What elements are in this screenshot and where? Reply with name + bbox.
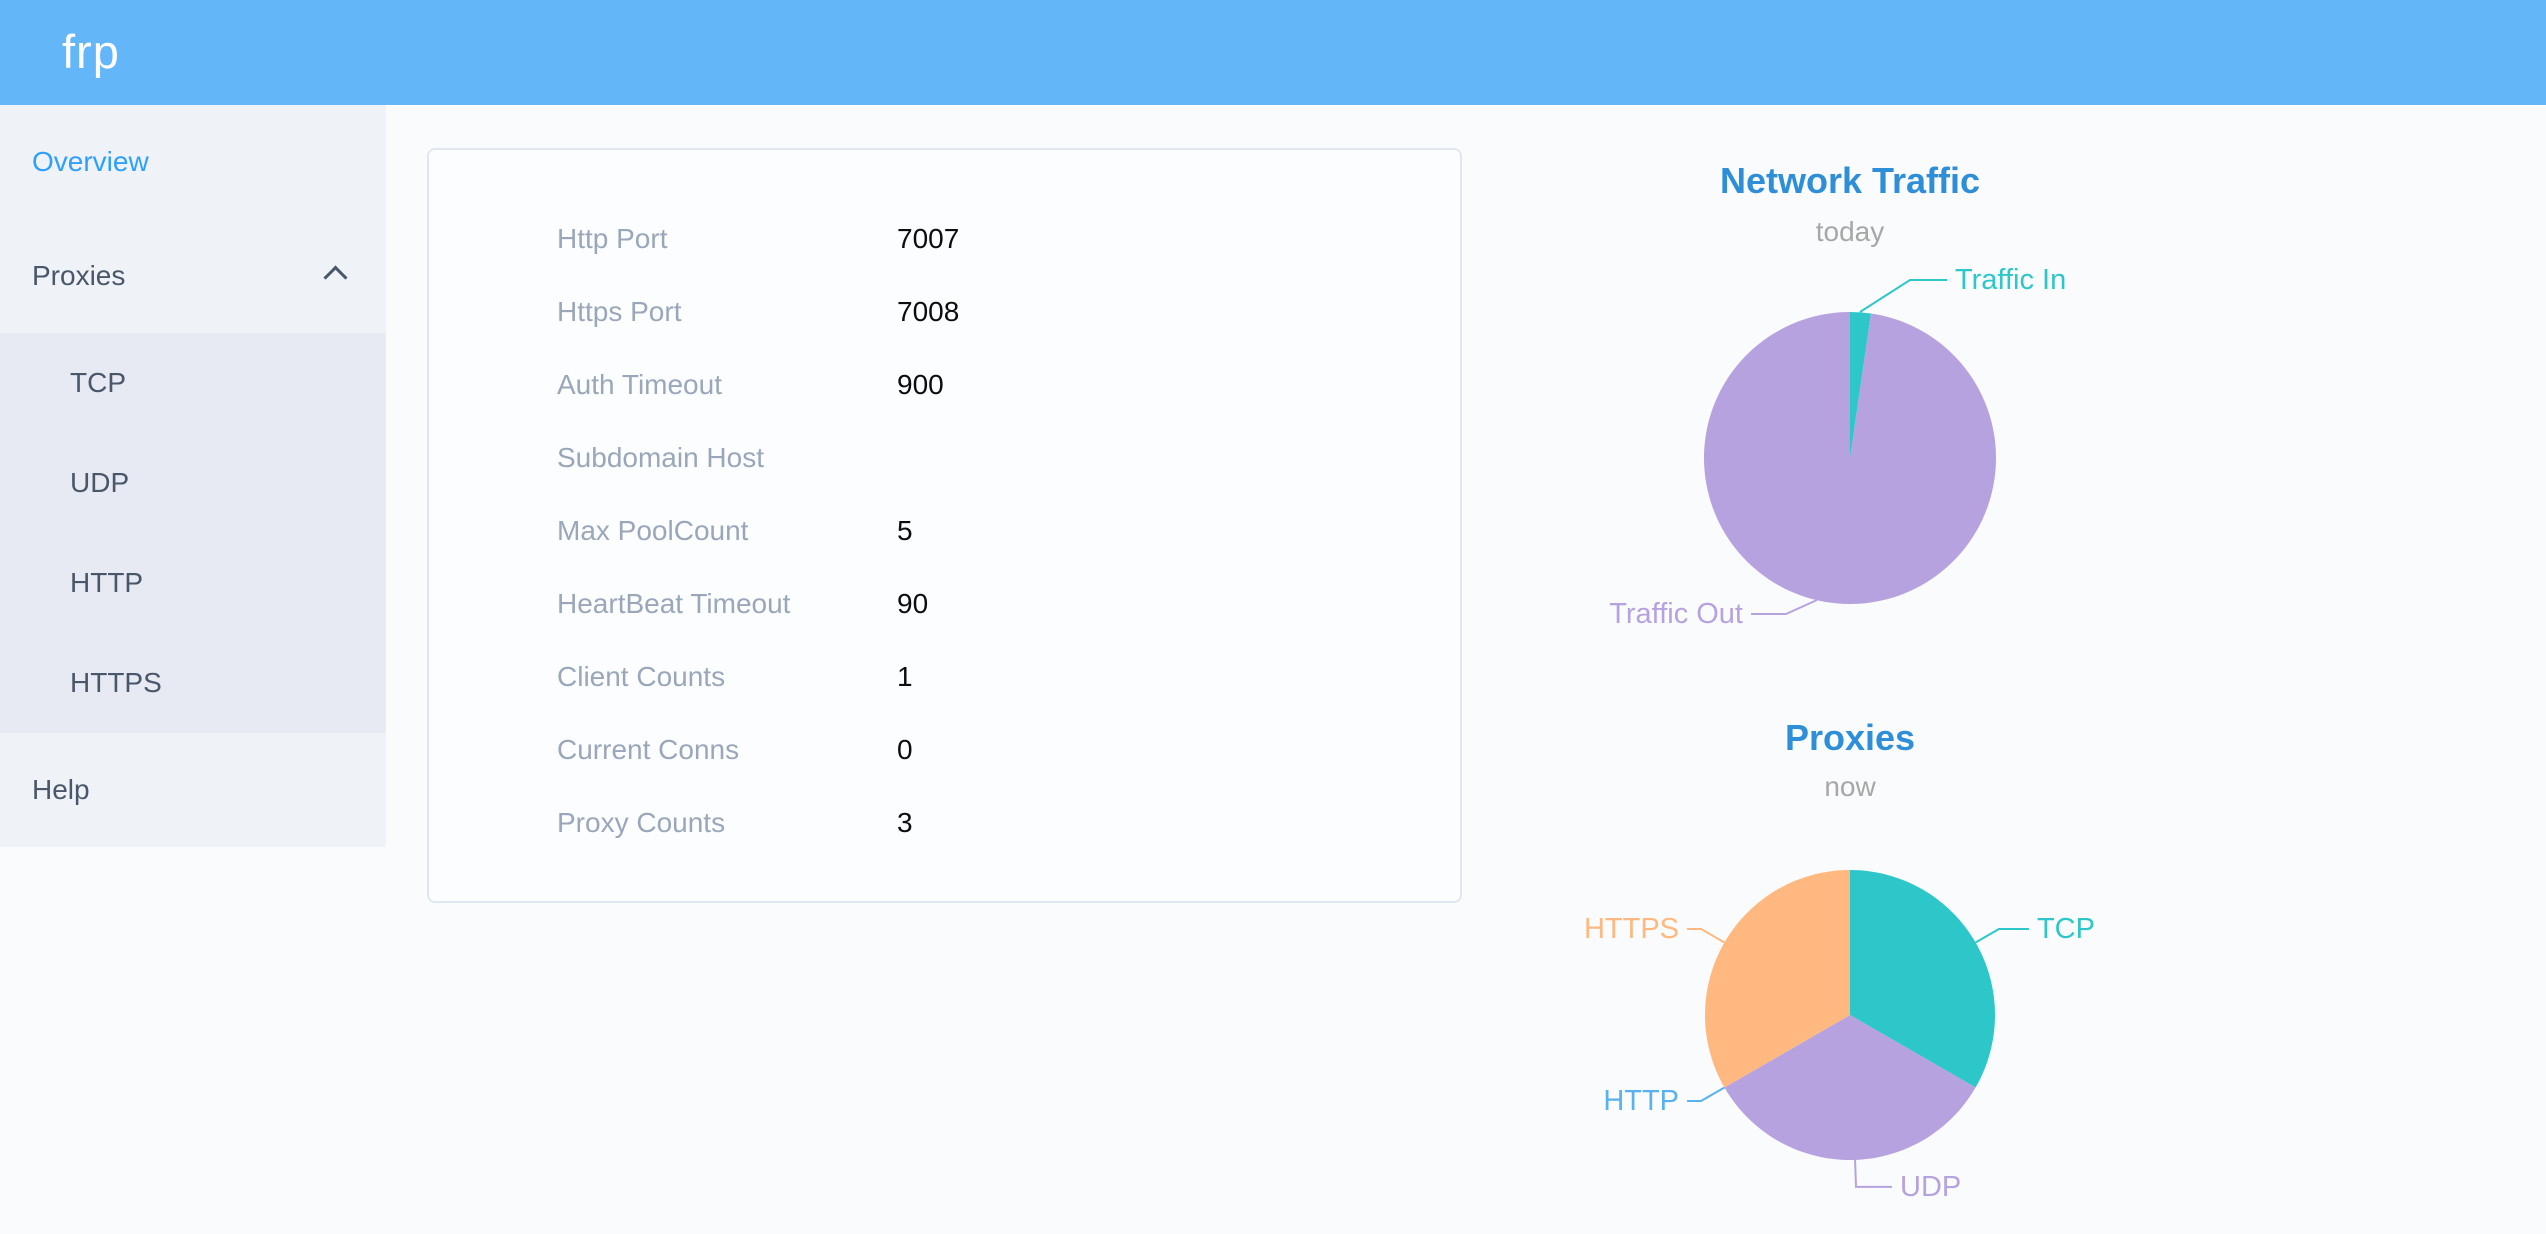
pie-charts-canvas: Traffic In Traffic Out TCP UDP HTTP HTTPS [1584, 264, 2095, 1203]
table-row: Max PoolCount 5 [429, 494, 1460, 567]
proxies-submenu: TCP UDP HTTP HTTPS [0, 333, 386, 733]
pie-label-line-http [1687, 1086, 1725, 1102]
sidebar-item-proxies[interactable]: Proxies [0, 219, 386, 333]
row-label: Subdomain Host [557, 441, 765, 473]
table-row: Current Conns 0 [429, 713, 1460, 786]
app-logo: frp [62, 25, 120, 78]
sidebar-item-tcp-label: TCP [70, 367, 126, 398]
row-value: 900 [897, 368, 944, 400]
sidebar-item-http-label: HTTP [70, 567, 144, 598]
pie-slice-traffic-in[interactable] [1850, 312, 1872, 458]
pie-label-traffic-out: Traffic Out [1609, 598, 1743, 630]
row-value: 1 [897, 660, 913, 692]
row-label: Proxy Counts [557, 806, 726, 838]
pie-label-https: HTTPS [1584, 913, 1679, 945]
pie-label-line-traffic-in [1859, 279, 1947, 313]
pie-label-line-udp [1854, 1159, 1893, 1188]
row-label: Http Port [557, 222, 668, 254]
sidebar-item-https[interactable]: HTTPS [0, 633, 386, 733]
server-info-table: Http Port 7007 Https Port 7008 Auth Time… [429, 202, 1460, 859]
row-label: Client Counts [557, 660, 726, 692]
network-traffic-subtitle: today [1815, 216, 1885, 247]
pie-label-line-tcp [1975, 928, 2029, 944]
sidebar-item-udp-label: UDP [70, 467, 130, 498]
sidebar-item-https-label: HTTPS [70, 667, 162, 698]
row-value: 7007 [897, 222, 960, 254]
sidebar-item-http[interactable]: HTTP [0, 533, 386, 633]
row-label: Current Conns [557, 733, 740, 765]
pie-label-line-https [1687, 928, 1725, 944]
proxies-chart-subtitle: now [1824, 771, 1876, 802]
sidebar-item-tcp[interactable]: TCP [0, 333, 386, 433]
sidebar: Overview Proxies TCP UDP HTTP HTTPS Help [0, 105, 386, 847]
row-value: 5 [897, 514, 913, 546]
row-value: 3 [897, 806, 913, 838]
header-bar: frp [0, 0, 2546, 105]
row-value: 90 [897, 587, 929, 619]
sidebar-item-help-label: Help [32, 774, 90, 805]
pie-slice-https[interactable] [1705, 870, 1850, 1088]
pie-label-line-traffic-out [1751, 599, 1818, 615]
row-label: Max PoolCount [557, 514, 749, 546]
table-row: Auth Timeout 900 [429, 348, 1460, 421]
proxies-chart-title: Proxies [1784, 717, 1916, 758]
pie-slice-traffic-out[interactable] [1704, 312, 1996, 604]
row-value: 7008 [897, 295, 960, 327]
table-row: Subdomain Host [429, 421, 1460, 494]
network-traffic-title: Network Traffic [1719, 160, 1981, 201]
table-row: Https Port 7008 [429, 275, 1460, 348]
server-info-card: Http Port 7007 Https Port 7008 Auth Time… [427, 148, 1462, 903]
table-row: Client Counts 1 [429, 640, 1460, 713]
sidebar-item-overview[interactable]: Overview [0, 105, 386, 219]
table-row: Proxy Counts 3 [429, 786, 1460, 859]
row-label: Auth Timeout [557, 368, 722, 400]
table-row: HeartBeat Timeout 90 [429, 567, 1460, 640]
pie-slice-udp[interactable] [1724, 1015, 1976, 1160]
row-label: HeartBeat Timeout [557, 587, 791, 619]
table-row: Http Port 7007 [429, 202, 1460, 275]
pie-label-tcp: TCP [2037, 913, 2095, 945]
sidebar-item-overview-label: Overview [32, 146, 149, 177]
sidebar-item-proxies-label: Proxies [32, 260, 126, 291]
chevron-up-icon [323, 265, 348, 290]
sidebar-item-udp[interactable]: UDP [0, 433, 386, 533]
row-value: 0 [897, 733, 913, 765]
pie-slice-tcp[interactable] [1850, 870, 1995, 1088]
pie-label-udp: UDP [1900, 1171, 1961, 1203]
sidebar-item-help[interactable]: Help [0, 733, 386, 847]
pie-label-traffic-in: Traffic In [1955, 264, 2066, 296]
row-label: Https Port [557, 295, 682, 327]
pie-label-http: HTTP [1603, 1085, 1679, 1117]
